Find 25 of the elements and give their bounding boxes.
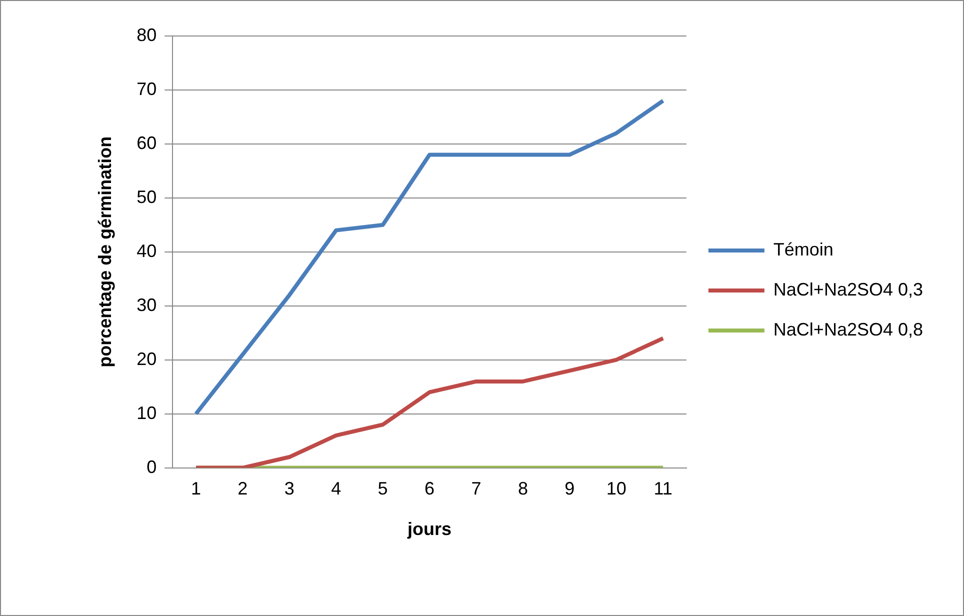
y-tick-label: 20 [136, 348, 157, 369]
x-tick-label: 10 [606, 478, 626, 499]
x-axis-title: jours [406, 519, 452, 540]
y-tick-label: 50 [136, 186, 157, 207]
y-axis-title: porcentage de gérmination [94, 136, 115, 368]
x-tick-label: 7 [471, 478, 482, 499]
y-tick-label: 0 [146, 456, 157, 477]
x-tick-label: 3 [284, 478, 294, 499]
y-tick-label: 10 [136, 402, 157, 423]
x-tick-label: 2 [238, 478, 248, 499]
x-tick-label: 5 [378, 478, 388, 499]
legend-label: NaCl+Na2SO4 0,8 [773, 319, 924, 340]
x-tick-label: 11 [654, 478, 672, 499]
y-tick-label: 40 [136, 240, 157, 261]
y-tick-label: 60 [136, 132, 157, 153]
x-tick-label: 9 [564, 478, 575, 499]
x-tick-label: 6 [424, 478, 435, 499]
x-tick-label: 4 [331, 478, 342, 499]
legend-label: NaCl+Na2SO4 0,3 [773, 279, 924, 300]
y-tick-label: 30 [136, 294, 157, 315]
x-tick-label: 1 [190, 478, 201, 499]
y-tick-label: 70 [136, 78, 157, 99]
legend-label: Témoin [773, 239, 834, 260]
x-tick-label: 8 [518, 478, 528, 499]
y-tick-label: 80 [136, 24, 157, 45]
